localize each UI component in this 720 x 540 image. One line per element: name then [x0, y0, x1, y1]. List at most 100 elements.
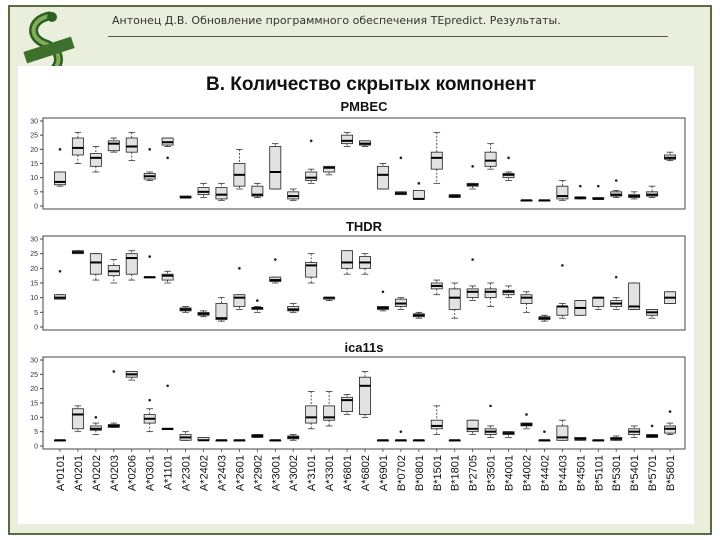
outlier-point [543, 430, 546, 433]
y-tick-label: 30 [30, 358, 38, 365]
y-tick-label: 20 [30, 147, 38, 154]
box [520, 294, 533, 304]
box [323, 165, 336, 173]
x-tick-label: A*2601 [234, 455, 246, 491]
box [233, 294, 246, 307]
outlier-point [614, 275, 618, 279]
box [556, 306, 569, 316]
outlier-point [561, 264, 564, 267]
x-tick-label: B*0801 [414, 455, 426, 491]
outlier-point [614, 179, 618, 182]
box [466, 288, 479, 299]
x-tick-label: A*3002 [288, 455, 300, 491]
x-tick-label: B*4403 [557, 455, 569, 491]
outlier-point [650, 424, 654, 428]
chart-title: B. Количество скрытых компонент [206, 74, 536, 95]
outlier-point [256, 299, 259, 302]
box [107, 140, 120, 152]
outlier-point [148, 398, 151, 402]
box [592, 297, 605, 307]
box [215, 187, 228, 200]
panel-frame [42, 117, 686, 210]
y-tick-label: 5 [34, 429, 38, 436]
x-tick-label: A*6801 [342, 455, 354, 491]
header-divider [108, 36, 668, 37]
outlier-point [309, 139, 313, 143]
box [71, 408, 84, 430]
box [341, 250, 354, 269]
chart-card: B. Количество скрытых компонент PMBEC 0 5 1… [18, 66, 694, 524]
outlier-point [166, 384, 169, 388]
outlier-point [166, 156, 169, 160]
y-tick-label: 15 [30, 161, 38, 168]
x-tick-label: A*0206 [127, 455, 139, 491]
box [376, 165, 389, 190]
y-tick-label: 0 [34, 204, 38, 211]
x-tick-label: A*2902 [252, 455, 264, 491]
boxplot-chart: B. Количество скрытых компонент PMBEC 0 5 1… [30, 74, 686, 491]
y-tick-label: 15 [30, 281, 38, 288]
outlier-point [399, 430, 403, 433]
x-tick-label: B*3501 [486, 455, 498, 491]
x-tick-label: A*6802 [360, 455, 372, 491]
box [305, 171, 318, 181]
x-tick-label: A*3101 [306, 455, 318, 491]
box [251, 185, 264, 197]
box [161, 273, 174, 281]
x-tick-label: A*2402 [199, 455, 211, 491]
outlier-point [238, 267, 241, 270]
y-tick-label: 10 [30, 295, 38, 302]
outlier-point [273, 258, 277, 261]
box [125, 253, 138, 275]
box [305, 405, 318, 424]
y-tick-label: 0 [34, 444, 38, 451]
outlier-point [381, 290, 385, 294]
outlier-point [58, 148, 62, 151]
x-tick-label: A*0203 [109, 455, 121, 491]
x-tick-label: A*3301 [324, 455, 336, 491]
box [323, 405, 336, 421]
box [359, 376, 371, 415]
box [125, 137, 138, 153]
box [215, 303, 228, 321]
box [484, 288, 497, 299]
x-tick-label: B*4001 [504, 455, 516, 491]
outlier-point [58, 269, 62, 273]
x-tick-label: A*2403 [216, 455, 228, 491]
x-tick-label: B*2705 [468, 455, 480, 491]
y-tick-label: 30 [30, 237, 38, 244]
x-tick-label: B*5101 [593, 455, 605, 491]
outlier-point [417, 182, 421, 185]
y-tick-label: 20 [30, 266, 38, 273]
box [89, 153, 102, 167]
box [412, 190, 425, 200]
x-tick-label: B*5301 [611, 455, 623, 491]
x-tick-label: B*0702 [396, 455, 408, 491]
x-tick-label: A*6901 [378, 455, 390, 491]
box [269, 146, 282, 190]
x-tick-label: A*3001 [270, 455, 282, 491]
y-tick-label: 20 [30, 386, 38, 393]
x-tick-label: A*0301 [145, 455, 157, 491]
outlier-point [94, 416, 98, 419]
box [89, 253, 102, 275]
outlier-point [471, 165, 474, 168]
y-tick-label: 5 [34, 310, 38, 317]
panel-title: ica11s [344, 340, 383, 355]
box [341, 134, 354, 145]
box [341, 396, 354, 412]
y-tick-label: 10 [30, 415, 38, 422]
x-tick-label: B*4402 [539, 455, 551, 491]
x-tick-label: A*0101 [55, 455, 67, 491]
outlier-point [596, 184, 600, 188]
box [430, 151, 443, 170]
x-tick-label: B*4002 [521, 455, 533, 491]
outlier-point [148, 148, 151, 151]
y-tick-label: 25 [30, 251, 38, 258]
y-tick-label: 10 [30, 175, 38, 182]
panel-title: THDR [346, 219, 383, 234]
y-tick-label: 15 [30, 401, 38, 408]
outlier-point [399, 156, 403, 160]
box [556, 185, 569, 200]
x-tick-label: B*4501 [575, 455, 587, 491]
